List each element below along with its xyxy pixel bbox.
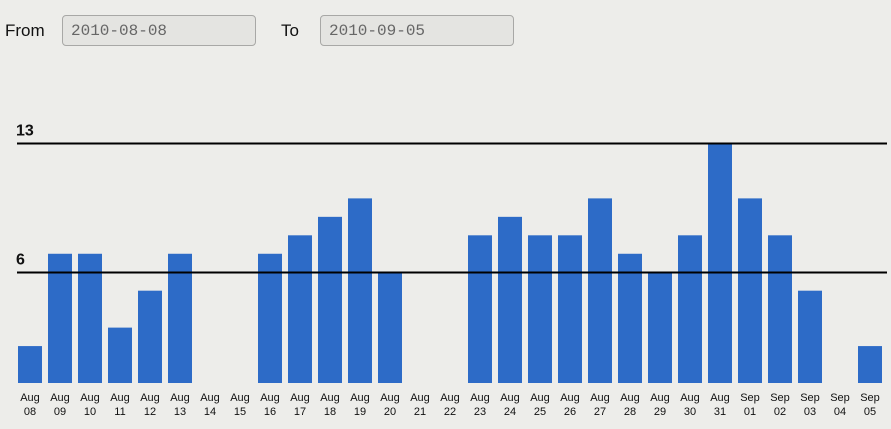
x-tick-label-2010-08-11: Aug 11: [110, 392, 130, 418]
from-date-input[interactable]: [62, 15, 256, 46]
bar-2010-08-23: [468, 235, 492, 383]
x-tick-label-2010-08-15: Aug 15: [230, 392, 250, 418]
x-tick-label-2010-09-03: Sep 03: [800, 392, 820, 418]
to-label: To: [281, 21, 299, 40]
bar-2010-08-29: [648, 272, 672, 383]
bar-2010-08-25: [528, 235, 552, 383]
bar-2010-08-18: [318, 216, 342, 383]
x-tick-label-2010-08-21: Aug 21: [410, 392, 430, 418]
x-tick-label-2010-08-23: Aug 23: [470, 392, 490, 418]
x-tick-label-2010-08-14: Aug 14: [200, 392, 220, 418]
bar-2010-08-26: [558, 235, 582, 383]
bar-2010-08-11: [108, 327, 132, 383]
x-tick-label-2010-08-25: Aug 25: [530, 392, 550, 418]
x-tick-label-2010-08-12: Aug 12: [140, 392, 160, 418]
bar-2010-08-10: [78, 253, 102, 383]
bar-2010-08-12: [138, 290, 162, 383]
bar-2010-09-03: [798, 290, 822, 383]
bar-2010-08-30: [678, 235, 702, 383]
bar-2010-08-31: [708, 143, 732, 383]
x-tick-label-2010-08-28: Aug 28: [620, 392, 640, 418]
bar-2010-08-19: [348, 198, 372, 383]
bar-2010-08-28: [618, 253, 642, 383]
to-date-input[interactable]: [320, 15, 514, 46]
bar-2010-08-27: [588, 198, 612, 383]
x-tick-label-2010-08-13: Aug 13: [170, 392, 190, 418]
x-tick-label-2010-09-01: Sep 01: [740, 392, 760, 418]
x-tick-label-2010-09-02: Sep 02: [770, 392, 790, 418]
bar-2010-08-13: [168, 253, 192, 383]
bar-2010-08-09: [48, 253, 72, 383]
x-tick-label-2010-08-16: Aug 16: [260, 392, 280, 418]
x-tick-label-2010-08-17: Aug 17: [290, 392, 310, 418]
bar-2010-08-16: [258, 253, 282, 383]
bar-2010-08-08: [18, 346, 42, 383]
x-tick-label-2010-08-31: Aug 31: [710, 392, 730, 418]
bar-2010-09-01: [738, 198, 762, 383]
x-tick-label-2010-08-10: Aug 10: [80, 392, 100, 418]
bar-2010-08-17: [288, 235, 312, 383]
x-tick-label-2010-08-29: Aug 29: [650, 392, 670, 418]
x-tick-label-2010-08-22: Aug 22: [440, 392, 460, 418]
bar-2010-09-05: [858, 346, 882, 383]
bar-2010-08-20: [378, 272, 402, 383]
x-tick-label-2010-08-18: Aug 18: [320, 392, 340, 418]
x-tick-label-2010-08-26: Aug 26: [560, 392, 580, 418]
x-tick-label-2010-08-08: Aug 08: [20, 392, 40, 418]
from-label: From: [5, 21, 45, 40]
x-tick-label-2010-08-20: Aug 20: [380, 392, 400, 418]
reference-label-13: 13: [16, 123, 34, 140]
bar-2010-08-24: [498, 216, 522, 383]
x-tick-label-2010-09-05: Sep 05: [860, 392, 880, 418]
x-tick-label-2010-08-19: Aug 19: [350, 392, 370, 418]
x-tick-label-2010-08-24: Aug 24: [500, 392, 520, 418]
x-tick-label-2010-08-09: Aug 09: [50, 392, 70, 418]
bar-2010-09-02: [768, 235, 792, 383]
reference-label-6: 6: [16, 252, 25, 269]
x-tick-label-2010-08-30: Aug 30: [680, 392, 700, 418]
x-tick-label-2010-09-04: Sep 04: [830, 392, 850, 418]
x-tick-label-2010-08-27: Aug 27: [590, 392, 610, 418]
